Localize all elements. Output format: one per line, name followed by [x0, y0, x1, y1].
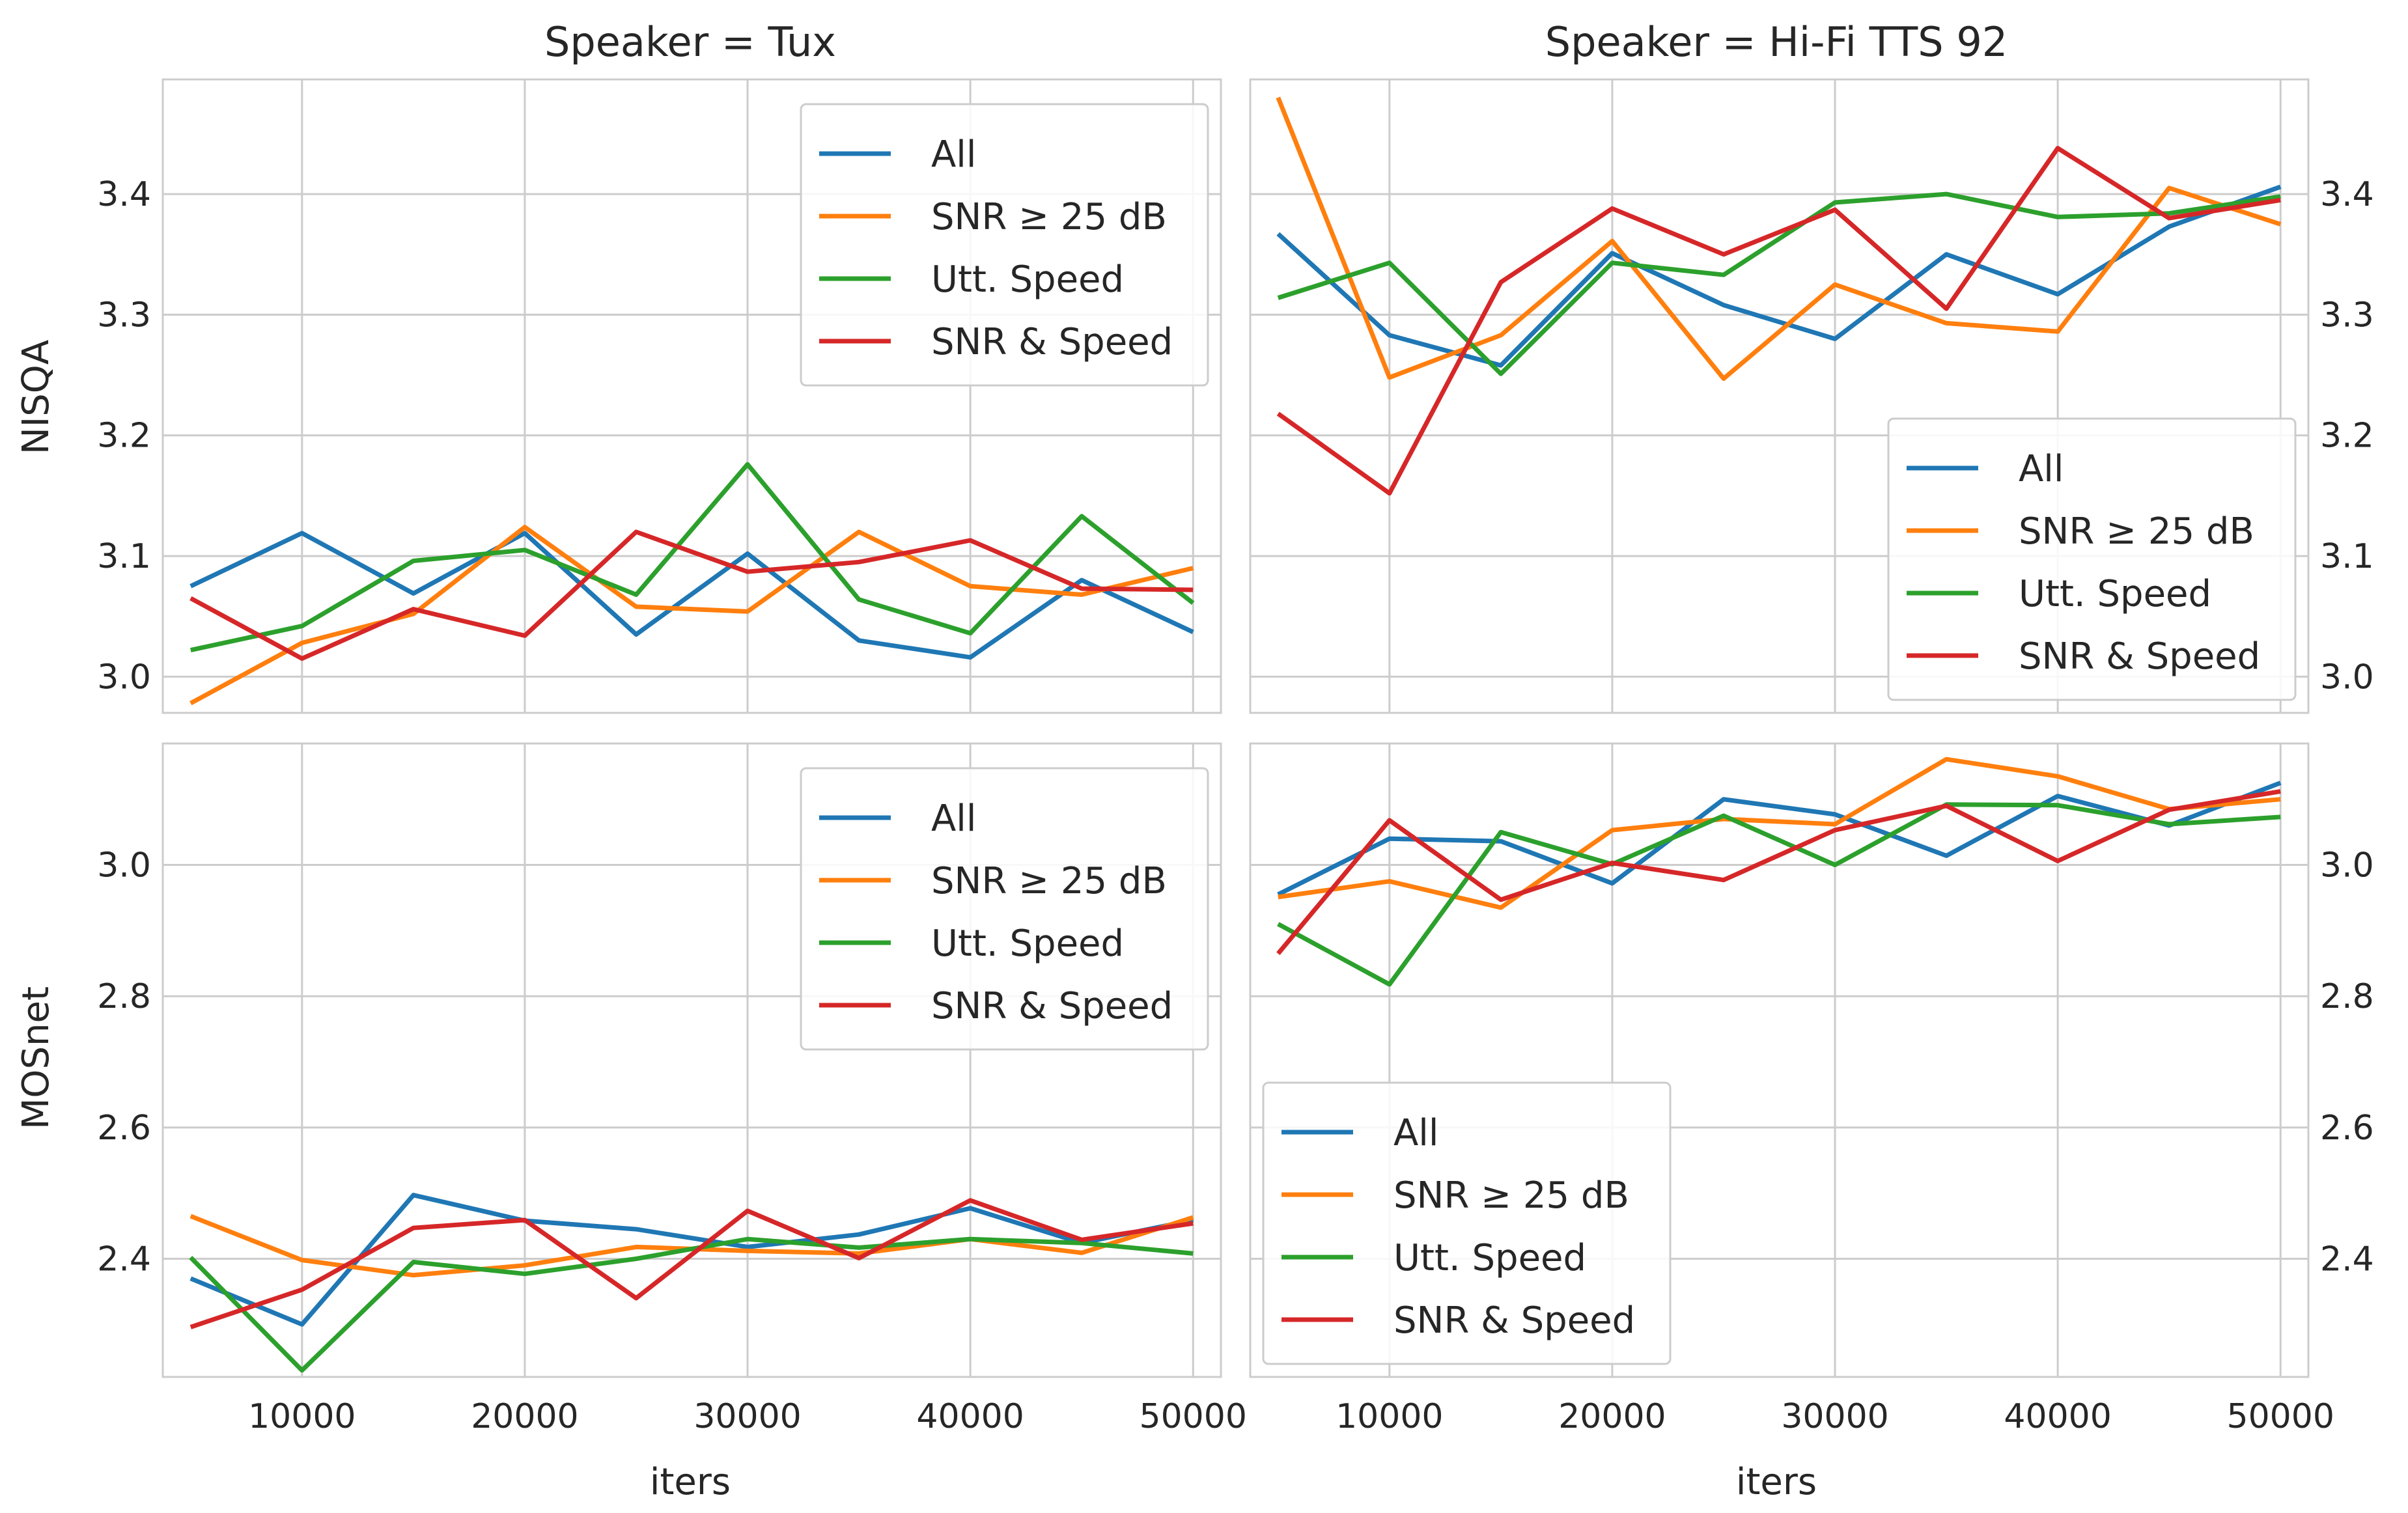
legend-label-snr-and-speed: SNR & Speed — [1393, 1299, 1635, 1342]
x-tick-label: 40000 — [2004, 1397, 2111, 1436]
series-line-snr-and-speed — [189, 1198, 1194, 1329]
legend-label-snr-ge-25-db: SNR ≥ 25 dB — [931, 196, 1167, 238]
legend-nisqa-tux: All SNR ≥ 25 dB Utt. Speed SNR & Speed — [800, 103, 1209, 387]
x-axis-label-left: iters — [650, 1461, 731, 1503]
panel-frame — [161, 742, 1222, 1378]
series-line-snr-ge-25-db — [1278, 756, 2281, 910]
y-tick-label: 2.6 — [2320, 1109, 2374, 1148]
row-label-nisqa: NISQA — [15, 340, 57, 454]
legend-label-all: All — [1393, 1112, 1438, 1154]
x-tick-label: 10000 — [1336, 1397, 1443, 1436]
y-tick-label: 3.0 — [2320, 658, 2374, 697]
panel-nisqa-tux: 3.0 3.1 3.2 3.3 3.4 All SNR ≥ 25 dB Utt. Speed S… — [97, 78, 1222, 714]
series-line-utt-speed — [1277, 802, 2281, 987]
y-tick-label: 2.8 — [2320, 977, 2374, 1016]
legend-label-utt-speed: Utt. Speed — [1393, 1237, 1586, 1279]
series-line-all — [1277, 781, 2282, 897]
panel-nisqa-hifi: 3.0 3.1 3.2 3.3 3.4 All SNR ≥ 25 dB Utt. Speed S… — [1249, 78, 2374, 714]
legend-mosnet-tux: All SNR ≥ 25 dB Utt. Speed SNR & Speed — [800, 767, 1209, 1051]
x-tick-label: 30000 — [1781, 1397, 1888, 1436]
y-tick-label: 2.4 — [97, 1240, 151, 1279]
legend-label-utt-speed: Utt. Speed — [931, 923, 1124, 965]
series-line-snr-ge-25-db — [189, 525, 1194, 706]
y-tick-label: 3.3 — [97, 296, 151, 335]
legend-box — [1262, 1081, 1672, 1365]
legend-label-snr-and-speed: SNR & Speed — [931, 985, 1173, 1027]
series-line-utt-speed — [189, 1236, 1194, 1373]
legend-label-all: All — [2019, 448, 2064, 490]
legend-label-snr-ge-25-db: SNR ≥ 25 dB — [2019, 510, 2254, 553]
legend-label-snr-ge-25-db: SNR ≥ 25 dB — [1393, 1174, 1629, 1217]
y-tick-label: 3.2 — [97, 417, 151, 456]
y-tick-label: 2.4 — [2320, 1240, 2374, 1279]
y-tick-label: 3.4 — [2320, 175, 2374, 214]
legend-label-snr-and-speed: SNR & Speed — [931, 321, 1173, 363]
legend-label-utt-speed: Utt. Speed — [2019, 573, 2211, 615]
column-title-tux: Speaker = Tux — [544, 18, 836, 66]
y-tick-label: 3.3 — [2320, 296, 2374, 335]
x-axis-label-right: iters — [1736, 1461, 1817, 1503]
series-line-snr-and-speed — [1276, 789, 2281, 955]
x-tick-label: 40000 — [916, 1397, 1024, 1436]
x-tick-label: 20000 — [471, 1397, 578, 1436]
x-tick-label: 50000 — [2227, 1397, 2334, 1436]
y-tick-label: 2.8 — [97, 977, 151, 1016]
row-label-mosnet: MOSnet — [15, 986, 57, 1130]
legend-box — [800, 103, 1209, 387]
series-line-snr-and-speed — [189, 529, 1194, 661]
legend-nisqa-hifi: All SNR ≥ 25 dB Utt. Speed SNR & Speed — [1887, 417, 2297, 701]
x-tick-label: 50000 — [1140, 1397, 1247, 1436]
y-tick-label: 2.6 — [97, 1109, 151, 1148]
panel-mosnet-tux: 2.4 2.6 2.8 3.0 10000 20000 30000 40000 50000 All… — [97, 742, 1247, 1436]
panel-frame — [1249, 742, 2310, 1378]
series-line-utt-speed — [190, 462, 1195, 653]
x-tick-label: 10000 — [248, 1397, 356, 1436]
panel-frame — [161, 78, 1222, 714]
legend-label-all: All — [931, 133, 976, 176]
legend-mosnet-hifi: All SNR ≥ 25 dB Utt. Speed SNR & Speed — [1262, 1081, 1672, 1365]
x-tick-label: 30000 — [693, 1397, 801, 1436]
legend-box — [1887, 417, 2297, 701]
y-tick-label: 3.4 — [97, 175, 151, 214]
series-line-utt-speed — [1277, 191, 2281, 376]
series-line-snr-ge-25-db — [1276, 96, 2282, 382]
y-tick-label: 3.0 — [2320, 846, 2374, 885]
series-line-snr-and-speed — [1276, 146, 2281, 496]
legend-box — [800, 767, 1209, 1051]
column-title-hifi: Speaker = Hi-Fi TTS 92 — [1545, 18, 2008, 66]
y-tick-label: 3.1 — [97, 537, 151, 576]
legend-label-utt-speed: Utt. Speed — [931, 258, 1124, 301]
y-tick-label: 3.2 — [2320, 417, 2374, 456]
legend-label-snr-and-speed: SNR & Speed — [2019, 635, 2260, 678]
series-line-all — [189, 531, 1194, 660]
panel-frame — [1249, 78, 2310, 714]
legend-label-all: All — [931, 798, 976, 840]
y-tick-label: 3.0 — [97, 658, 151, 697]
x-tick-label: 20000 — [1558, 1397, 1666, 1436]
y-tick-label: 3.0 — [97, 846, 151, 885]
panel-mosnet-hifi: 2.4 2.6 2.8 3.0 10000 20000 30000 40000 50000 All… — [1249, 742, 2374, 1436]
legend-label-snr-ge-25-db: SNR ≥ 25 dB — [931, 860, 1167, 902]
y-tick-label: 3.1 — [2320, 537, 2374, 576]
